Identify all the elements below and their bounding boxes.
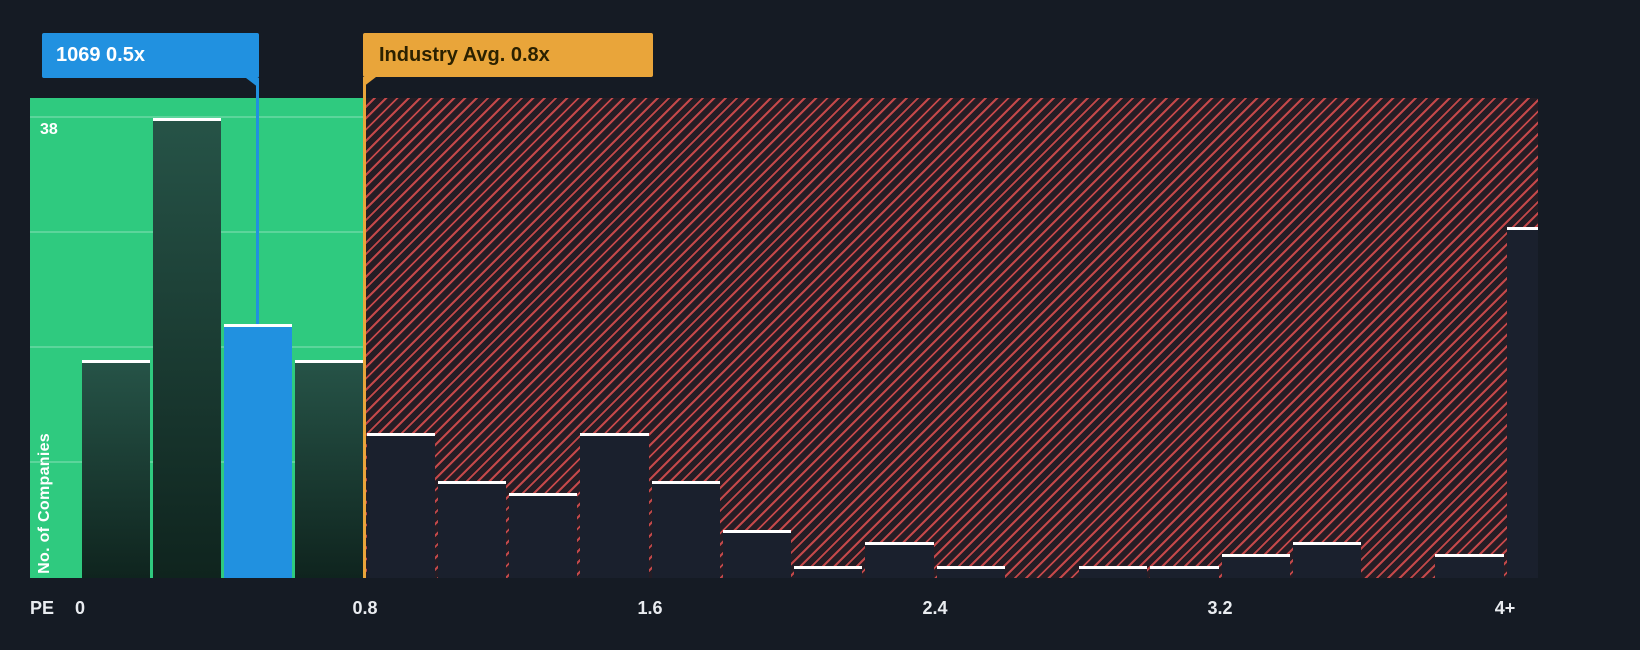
- histogram-bar[interactable]: [366, 432, 435, 578]
- histogram-bar[interactable]: [152, 118, 221, 578]
- histogram-bar[interactable]: [1435, 553, 1504, 578]
- highlighted-company-bar[interactable]: [224, 323, 293, 578]
- above-average-zone: [365, 98, 1538, 578]
- industry-average-line: [363, 77, 366, 578]
- histogram-bar[interactable]: [1292, 541, 1361, 578]
- x-axis-title: PE: [30, 598, 55, 618]
- histogram-bar[interactable]: [1221, 553, 1290, 578]
- y-axis-max-value: 38: [40, 121, 58, 138]
- x-axis-tick-label: 3.2: [1207, 598, 1233, 618]
- histogram-bar[interactable]: [1150, 565, 1219, 578]
- histogram-bar[interactable]: [794, 565, 863, 578]
- x-axis-tick-label: 1.6: [637, 598, 663, 618]
- histogram-bar[interactable]: [865, 541, 934, 578]
- histogram-bar[interactable]: [1079, 565, 1148, 578]
- histogram-bar[interactable]: [1506, 226, 1538, 578]
- histogram-bar[interactable]: [936, 565, 1005, 578]
- company-tooltip: 1069 0.5x: [42, 33, 259, 88]
- industry-average-tooltip: Industry Avg. 0.8x: [363, 33, 653, 87]
- histogram-bar[interactable]: [580, 432, 649, 578]
- x-axis-tick-label: 4+: [1494, 598, 1516, 618]
- x-axis-tick-label: 2.4: [922, 598, 948, 618]
- x-axis-tick-label: 0: [74, 598, 86, 618]
- y-axis-title: No. of Companies: [36, 433, 53, 574]
- histogram-bar[interactable]: [295, 360, 364, 578]
- histogram-bar[interactable]: [437, 481, 506, 578]
- histogram-bar[interactable]: [81, 360, 150, 578]
- gridline: [30, 116, 365, 118]
- histogram-bar[interactable]: [509, 493, 578, 578]
- x-axis: PE 0 0.8 1.6 2.4 3.2 4+: [0, 598, 1640, 626]
- highlight-pointer-line: [256, 78, 259, 324]
- histogram-bar[interactable]: [722, 529, 791, 578]
- plot-area: [30, 98, 1538, 578]
- x-axis-tick-label: 0.8: [352, 598, 378, 618]
- histogram-bar[interactable]: [651, 481, 720, 578]
